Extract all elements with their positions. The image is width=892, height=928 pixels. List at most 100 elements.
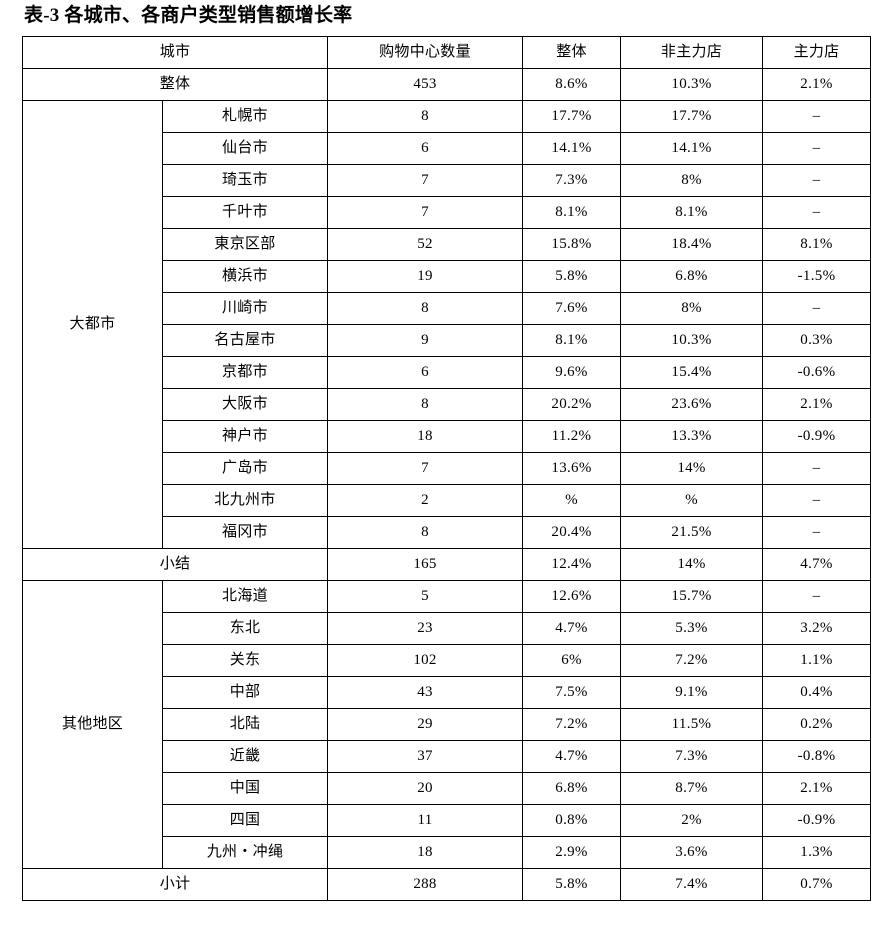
table-header-row: 城市 购物中心数量 整体 非主力店 主力店 — [21, 36, 872, 69]
cell-city: 琦玉市 — [161, 164, 329, 197]
row-label: 小计 — [21, 868, 329, 901]
table-row: 关东 102 6% 7.2% 1.1% — [23, 644, 872, 677]
cell-total: 11.2% — [522, 420, 622, 453]
cell-non-anchor: 14% — [620, 548, 764, 581]
cell-count: 7 — [327, 164, 524, 197]
cell-non-anchor: 10.3% — [620, 324, 764, 357]
cell-non-anchor: 15.7% — [620, 580, 764, 613]
cell-anchor: -0.9% — [762, 420, 872, 453]
cell-count: 6 — [327, 356, 524, 389]
cell-city: 九州・冲绳 — [161, 836, 329, 869]
cell-city: 札幌市 — [161, 100, 329, 133]
cell-total: 7.3% — [522, 164, 622, 197]
cell-count: 37 — [327, 740, 524, 773]
cell-anchor: -1.5% — [762, 260, 872, 293]
cell-total: 12.4% — [522, 548, 622, 581]
cell-count: 9 — [327, 324, 524, 357]
cell-count: 29 — [327, 708, 524, 741]
cell-anchor: – — [762, 516, 872, 549]
cell-count: 18 — [327, 836, 524, 869]
cell-anchor: 0.2% — [762, 708, 872, 741]
cell-count: 8 — [327, 516, 524, 549]
cell-city: 千叶市 — [161, 196, 329, 229]
cell-non-anchor: 8.7% — [620, 772, 764, 805]
cell-anchor: 2.1% — [762, 388, 872, 421]
cell-total: 9.6% — [522, 356, 622, 389]
cell-anchor: – — [762, 484, 872, 517]
cell-count: 11 — [327, 804, 524, 837]
cell-city: 川崎市 — [161, 292, 329, 325]
table-row: 名古屋市 9 8.1% 10.3% 0.3% — [23, 324, 872, 357]
cell-total: 8.1% — [522, 196, 622, 229]
header-city: 城市 — [21, 36, 329, 69]
table-row-overall: 整体 453 8.6% 10.3% 2.1% — [21, 68, 872, 101]
cell-non-anchor: 8% — [620, 292, 764, 325]
table-row: 中部 43 7.5% 9.1% 0.4% — [23, 676, 872, 709]
cell-count: 19 — [327, 260, 524, 293]
header-count: 购物中心数量 — [327, 36, 524, 69]
table-row: 北九州市 2 % % – — [23, 484, 872, 517]
table-row: 广岛市 7 13.6% 14% – — [23, 452, 872, 485]
cell-city: 广岛市 — [161, 452, 329, 485]
cell-anchor: 8.1% — [762, 228, 872, 261]
table-row: 中国 20 6.8% 8.7% 2.1% — [23, 772, 872, 805]
table-row: 北陆 29 7.2% 11.5% 0.2% — [23, 708, 872, 741]
row-label: 整体 — [21, 68, 329, 101]
table-row: 横浜市 19 5.8% 6.8% -1.5% — [23, 260, 872, 293]
cell-city: 大阪市 — [161, 388, 329, 421]
cell-count: 165 — [327, 548, 524, 581]
cell-non-anchor: 7.2% — [620, 644, 764, 677]
cell-total: 5.8% — [522, 260, 622, 293]
header-non-anchor: 非主力店 — [620, 36, 764, 69]
cell-anchor: 2.1% — [762, 772, 872, 805]
cell-anchor: 0.3% — [762, 324, 872, 357]
cell-city: 福冈市 — [161, 516, 329, 549]
cell-count: 23 — [327, 612, 524, 645]
cell-non-anchor: 23.6% — [620, 388, 764, 421]
cell-total: % — [522, 484, 622, 517]
cell-anchor: 0.7% — [762, 868, 872, 901]
cell-count: 2 — [327, 484, 524, 517]
cell-non-anchor: 15.4% — [620, 356, 764, 389]
cell-count: 8 — [327, 292, 524, 325]
cell-anchor: – — [762, 292, 872, 325]
cell-non-anchor: 14% — [620, 452, 764, 485]
cell-count: 18 — [327, 420, 524, 453]
cell-anchor: – — [762, 196, 872, 229]
table-row: 川崎市 8 7.6% 8% – — [23, 292, 872, 325]
cell-city: 中部 — [161, 676, 329, 709]
cell-anchor: – — [762, 132, 872, 165]
cell-count: 8 — [327, 100, 524, 133]
table-row: 九州・冲绳 18 2.9% 3.6% 1.3% — [23, 836, 872, 869]
cell-total: 4.7% — [522, 740, 622, 773]
cell-non-anchor: 18.4% — [620, 228, 764, 261]
row-label: 小结 — [21, 548, 329, 581]
table-row: 近畿 37 4.7% 7.3% -0.8% — [23, 740, 872, 773]
cell-count: 7 — [327, 452, 524, 485]
table-row-subtotal-other: 小计 288 5.8% 7.4% 0.7% — [21, 868, 872, 901]
cell-anchor: -0.8% — [762, 740, 872, 773]
cell-total: 8.6% — [522, 68, 622, 101]
cell-city: 東京区部 — [161, 228, 329, 261]
cell-total: 12.6% — [522, 580, 622, 613]
cell-anchor: 1.1% — [762, 644, 872, 677]
cell-anchor: 2.1% — [762, 68, 872, 101]
cell-count: 43 — [327, 676, 524, 709]
cell-non-anchor: 5.3% — [620, 612, 764, 645]
cell-city: 京都市 — [161, 356, 329, 389]
cell-total: 14.1% — [522, 132, 622, 165]
table-row: 其他地区 北海道 5 12.6% 15.7% – — [22, 580, 872, 869]
cell-anchor: -0.9% — [762, 804, 872, 837]
cell-anchor: – — [762, 164, 872, 197]
cell-count: 52 — [327, 228, 524, 261]
group-label-major-cities: 大都市 — [22, 100, 163, 549]
cell-city: 横浜市 — [161, 260, 329, 293]
cell-city: 仙台市 — [161, 132, 329, 165]
cell-non-anchor: 13.3% — [620, 420, 764, 453]
cell-city: 北九州市 — [161, 484, 329, 517]
cell-count: 7 — [327, 196, 524, 229]
cell-non-anchor: 10.3% — [620, 68, 764, 101]
cell-anchor: 1.3% — [762, 836, 872, 869]
cell-total: 17.7% — [522, 100, 622, 133]
cell-total: 4.7% — [522, 612, 622, 645]
